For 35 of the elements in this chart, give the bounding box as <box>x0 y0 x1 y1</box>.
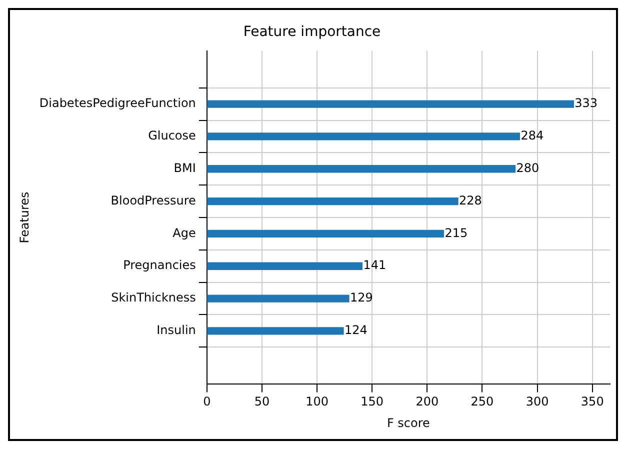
chart-title: Feature importance <box>243 24 381 40</box>
x-tick-label: 100 <box>306 394 328 409</box>
data-label: 280 <box>516 161 540 176</box>
data-label: 215 <box>444 226 468 240</box>
y-tick-label: SkinThickness <box>111 290 196 305</box>
y-tick-label: DiabetesPedigreeFunction <box>39 96 196 110</box>
x-tick-label: 200 <box>416 394 439 409</box>
y-tick-label: BMI <box>174 161 196 176</box>
x-tick-label: 250 <box>470 394 494 409</box>
bar <box>207 262 363 270</box>
bar <box>207 165 516 173</box>
data-label: 228 <box>459 193 482 208</box>
data-label: 333 <box>574 96 598 110</box>
x-tick-label: 350 <box>580 394 604 409</box>
bar <box>207 197 458 206</box>
y-tick-label: Insulin <box>156 323 196 338</box>
bar <box>207 100 574 108</box>
y-tick-label: Pregnancies <box>123 258 196 272</box>
bar <box>207 132 520 140</box>
x-axis-title: F score <box>386 416 430 430</box>
x-tick-label: 300 <box>526 394 549 409</box>
data-label: 141 <box>363 258 386 272</box>
x-tick-label: 150 <box>360 394 384 409</box>
y-axis-title: Features <box>17 192 32 244</box>
y-tick-label: Age <box>172 226 196 240</box>
data-label: 129 <box>350 290 373 305</box>
bar <box>207 230 444 238</box>
bar <box>207 294 350 302</box>
data-label: 124 <box>344 323 368 338</box>
bar <box>207 327 344 335</box>
y-tick-label: Glucose <box>148 128 196 143</box>
x-tick-label: 50 <box>254 394 270 409</box>
data-label: 284 <box>520 128 544 143</box>
y-tick-label: BloodPressure <box>110 193 196 208</box>
x-tick-label: 0 <box>203 394 211 409</box>
